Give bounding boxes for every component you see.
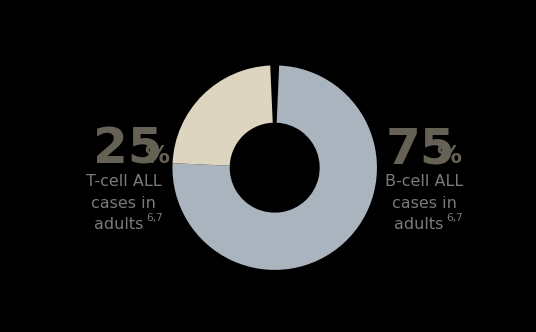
- Text: adults: adults: [394, 217, 444, 232]
- Text: 75: 75: [385, 125, 455, 173]
- Text: B-cell ALL: B-cell ALL: [385, 175, 463, 190]
- Text: 6,7: 6,7: [146, 213, 162, 223]
- Text: %: %: [144, 144, 169, 168]
- Wedge shape: [173, 65, 377, 270]
- Text: adults: adults: [94, 217, 143, 232]
- Text: T-cell ALL: T-cell ALL: [86, 175, 161, 190]
- Text: 25: 25: [93, 125, 162, 173]
- Text: %: %: [436, 144, 461, 168]
- Text: cases in: cases in: [91, 196, 156, 211]
- Text: 6,7: 6,7: [446, 213, 463, 223]
- Text: cases in: cases in: [392, 196, 457, 211]
- Wedge shape: [173, 65, 273, 166]
